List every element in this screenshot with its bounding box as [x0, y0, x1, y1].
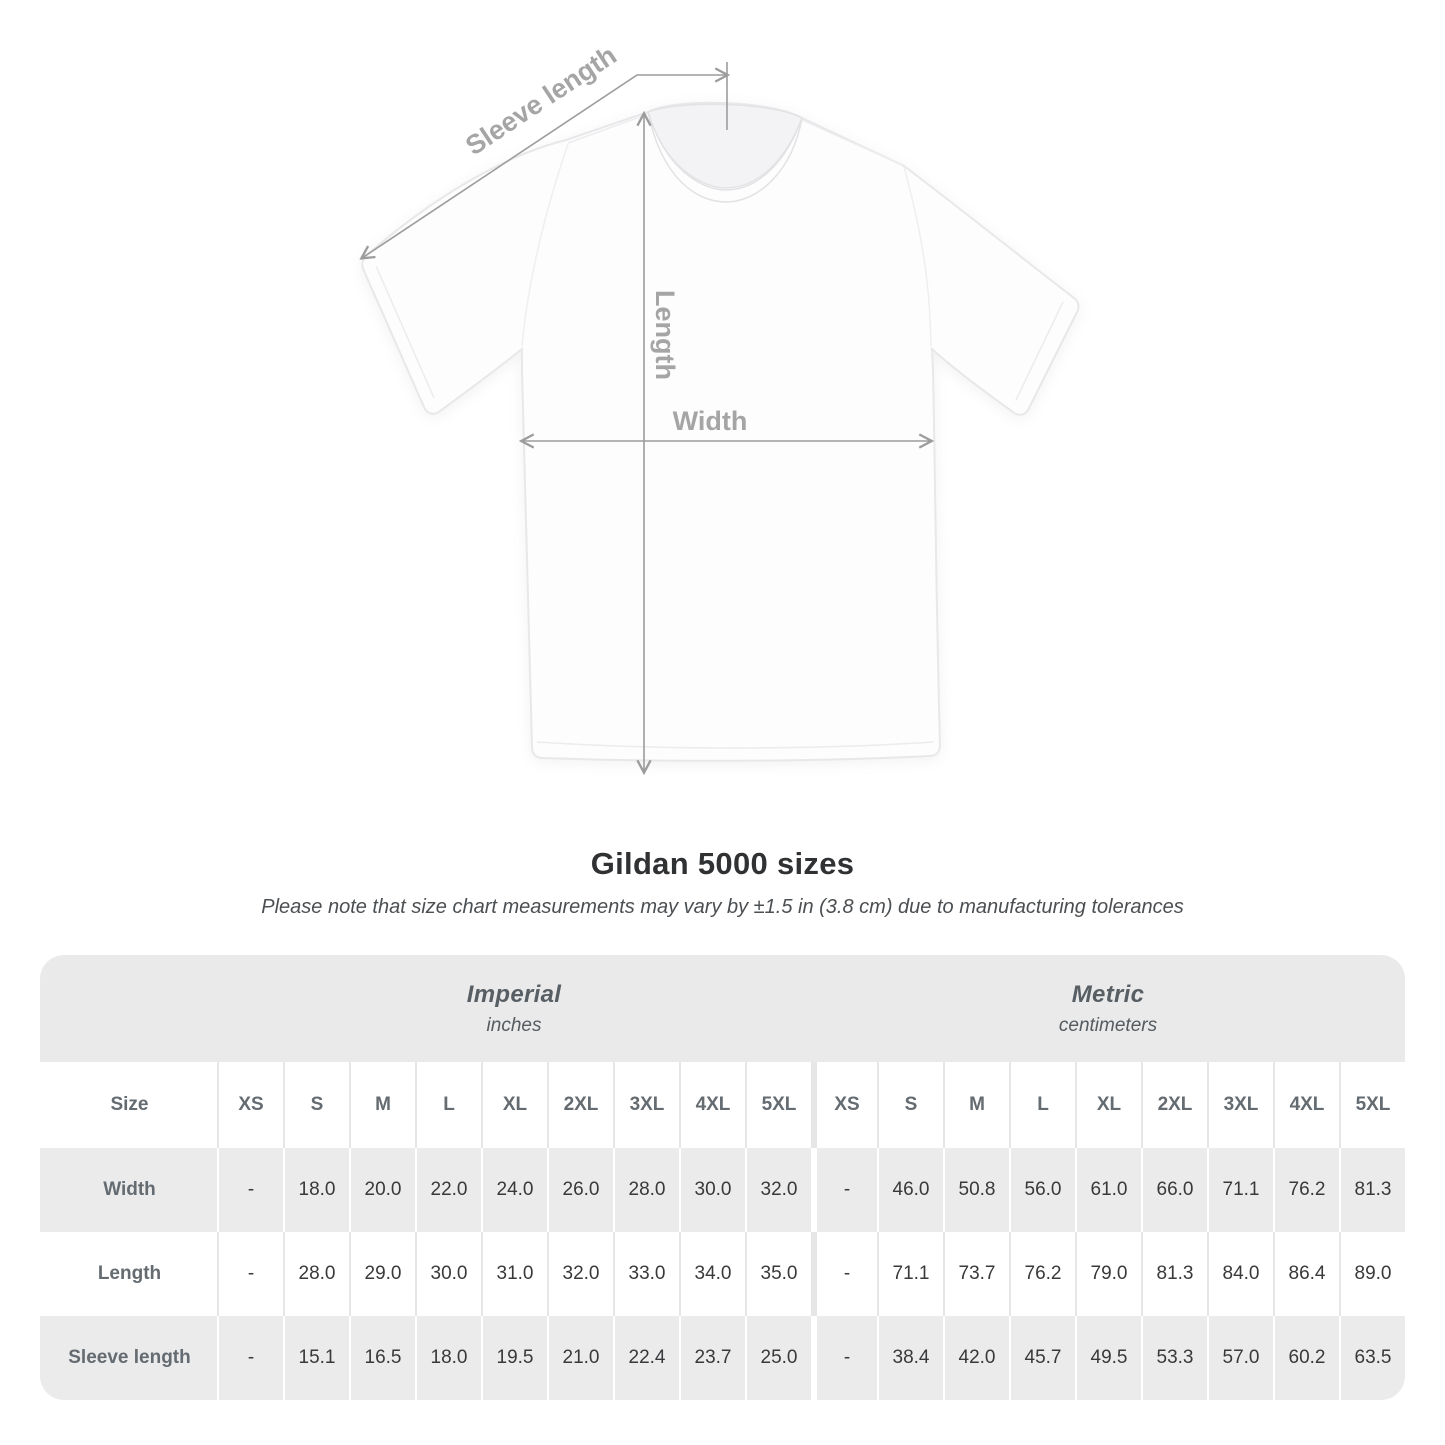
imperial-value-5xl: 25.0 — [745, 1316, 811, 1400]
imperial-value-xs: - — [217, 1316, 283, 1400]
metric-value-2xl: 66.0 — [1141, 1148, 1207, 1232]
row-label: Length — [40, 1232, 217, 1316]
metric-value-3xl: 84.0 — [1207, 1232, 1273, 1316]
imperial-size-header-2xl: 2XL — [547, 1062, 613, 1148]
imperial-value-s: 18.0 — [283, 1148, 349, 1232]
metric-size-header-xl: XL — [1075, 1062, 1141, 1148]
unit-system-band: Imperial inches Metric centimeters — [40, 955, 1405, 1062]
metric-value-3xl: 71.1 — [1207, 1148, 1273, 1232]
metric-value-m: 42.0 — [943, 1316, 1009, 1400]
imperial-value-3xl: 22.4 — [613, 1316, 679, 1400]
imperial-value-m: 29.0 — [349, 1232, 415, 1316]
imperial-value-s: 15.1 — [283, 1316, 349, 1400]
metric-size-header-s: S — [877, 1062, 943, 1148]
metric-value-3xl: 57.0 — [1207, 1316, 1273, 1400]
metric-value-4xl: 76.2 — [1273, 1148, 1339, 1232]
imperial-value-3xl: 33.0 — [613, 1232, 679, 1316]
metric-value-5xl: 89.0 — [1339, 1232, 1405, 1316]
metric-value-5xl: 63.5 — [1339, 1316, 1405, 1400]
size-table-row-width: Width -18.0 20.0 22.0 24.0 26.0 28.0 30.0 32.0-4… — [40, 1148, 1405, 1232]
metric-size-header-4xl: 4XL — [1273, 1062, 1339, 1148]
row-label: Width — [40, 1148, 217, 1232]
size-column-header: Size — [40, 1062, 217, 1148]
imperial-value-l: 22.0 — [415, 1148, 481, 1232]
metric-value-l: 76.2 — [1009, 1232, 1075, 1316]
metric-value-s: 46.0 — [877, 1148, 943, 1232]
metric-size-header-xs: XS — [811, 1062, 877, 1148]
imperial-value-l: 18.0 — [415, 1316, 481, 1400]
row-label: Sleeve length — [40, 1316, 217, 1400]
imperial-group-header: Imperial inches — [217, 955, 811, 1062]
imperial-size-header-xl: XL — [481, 1062, 547, 1148]
width-label: Width — [673, 406, 748, 436]
metric-value-l: 56.0 — [1009, 1148, 1075, 1232]
imperial-size-header-s: S — [283, 1062, 349, 1148]
imperial-size-header-4xl: 4XL — [679, 1062, 745, 1148]
size-table-row-sleeve-length: Sleeve length -15.1 16.5 18.0 19.5 21.0 22.4 23… — [40, 1316, 1405, 1400]
metric-value-xl: 79.0 — [1075, 1232, 1141, 1316]
sleeve-length-arrow — [362, 75, 727, 258]
imperial-unit-label: inches — [486, 1014, 542, 1036]
size-table-body: Width -18.0 20.0 22.0 24.0 26.0 28.0 30.0 32.0-4… — [40, 1148, 1405, 1400]
disclaimer-note: Please note that size chart measurements… — [261, 896, 1184, 918]
imperial-value-5xl: 35.0 — [745, 1232, 811, 1316]
imperial-value-3xl: 28.0 — [613, 1148, 679, 1232]
metric-value-xs: - — [811, 1316, 877, 1400]
metric-size-header-3xl: 3XL — [1207, 1062, 1273, 1148]
metric-value-xs: - — [811, 1232, 877, 1316]
imperial-value-s: 28.0 — [283, 1232, 349, 1316]
metric-label: Metric — [1071, 980, 1145, 1008]
imperial-value-2xl: 32.0 — [547, 1232, 613, 1316]
imperial-value-xl: 24.0 — [481, 1148, 547, 1232]
imperial-value-xl: 19.5 — [481, 1316, 547, 1400]
length-label: Length — [650, 290, 680, 380]
metric-size-header-l: L — [1009, 1062, 1075, 1148]
imperial-size-header-m: M — [349, 1062, 415, 1148]
tshirt-figure: Sleeve length Length Width — [330, 40, 1080, 810]
imperial-size-header-xs: XS — [217, 1062, 283, 1148]
metric-group-header: Metric centimeters — [811, 955, 1405, 1062]
imperial-value-l: 30.0 — [415, 1232, 481, 1316]
imperial-value-m: 20.0 — [349, 1148, 415, 1232]
imperial-value-4xl: 34.0 — [679, 1232, 745, 1316]
metric-value-l: 45.7 — [1009, 1316, 1075, 1400]
metric-value-xl: 61.0 — [1075, 1148, 1141, 1232]
imperial-value-4xl: 23.7 — [679, 1316, 745, 1400]
metric-value-2xl: 53.3 — [1141, 1316, 1207, 1400]
metric-size-header-5xl: 5XL — [1339, 1062, 1405, 1148]
metric-value-s: 71.1 — [877, 1232, 943, 1316]
size-table-header-row: Size XS S M L XL 2XL 3XL 4XL 5XL XS S M L XL 2XL 3XL 4XL 5… — [40, 1062, 1405, 1148]
imperial-value-xs: - — [217, 1232, 283, 1316]
imperial-label: Imperial — [466, 980, 562, 1008]
imperial-value-xs: - — [217, 1148, 283, 1232]
metric-value-s: 38.4 — [877, 1316, 943, 1400]
metric-unit-label: centimeters — [1058, 1014, 1158, 1036]
metric-size-header-m: M — [943, 1062, 1009, 1148]
imperial-size-header-5xl: 5XL — [745, 1062, 811, 1148]
imperial-value-2xl: 26.0 — [547, 1148, 613, 1232]
metric-value-m: 50.8 — [943, 1148, 1009, 1232]
metric-size-header-2xl: 2XL — [1141, 1062, 1207, 1148]
metric-value-xs: - — [811, 1148, 877, 1232]
imperial-value-4xl: 30.0 — [679, 1148, 745, 1232]
metric-value-4xl: 86.4 — [1273, 1232, 1339, 1316]
imperial-value-5xl: 32.0 — [745, 1148, 811, 1232]
page-title: Gildan 5000 sizes — [590, 846, 855, 881]
metric-value-xl: 49.5 — [1075, 1316, 1141, 1400]
size-table-row-length: Length -28.0 29.0 30.0 31.0 32.0 33.0 34.0 35.0-… — [40, 1232, 1405, 1316]
imperial-value-xl: 31.0 — [481, 1232, 547, 1316]
metric-value-5xl: 81.3 — [1339, 1148, 1405, 1232]
metric-value-4xl: 60.2 — [1273, 1316, 1339, 1400]
imperial-size-header-l: L — [415, 1062, 481, 1148]
metric-value-m: 73.7 — [943, 1232, 1009, 1316]
imperial-value-2xl: 21.0 — [547, 1316, 613, 1400]
imperial-value-m: 16.5 — [349, 1316, 415, 1400]
measurement-annotations — [362, 62, 931, 772]
size-table: Imperial inches Metric centimeters Size X… — [40, 955, 1405, 1400]
metric-value-2xl: 81.3 — [1141, 1232, 1207, 1316]
imperial-size-header-3xl: 3XL — [613, 1062, 679, 1148]
